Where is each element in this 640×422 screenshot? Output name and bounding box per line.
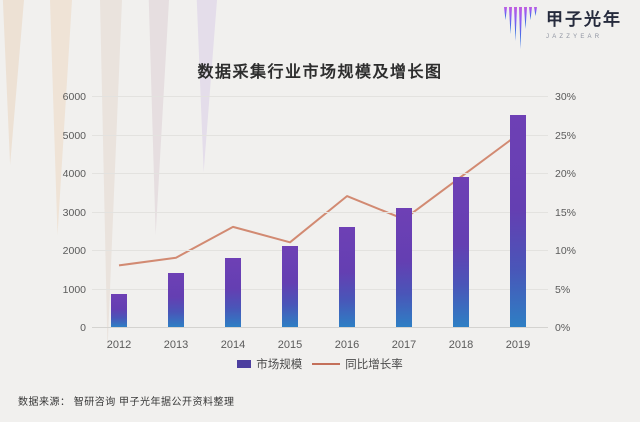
market-size-bar-2012 xyxy=(111,294,127,327)
right-axis-tick: 5% xyxy=(555,283,571,296)
logo-needle xyxy=(519,7,522,49)
gridline xyxy=(92,288,548,290)
right-axis-tick: 25% xyxy=(555,129,577,142)
right-axis-tick: 30% xyxy=(555,91,577,103)
icicle-shape xyxy=(50,0,72,235)
x-axis-label-2019: 2019 xyxy=(505,339,531,351)
x-axis-label-2017: 2017 xyxy=(391,339,417,351)
logo-needle xyxy=(509,7,512,34)
legend-item-market-size: 市场规模 xyxy=(237,356,302,372)
gridline xyxy=(92,173,548,174)
left-axis-tick: 1000 xyxy=(62,283,86,296)
gridline xyxy=(92,250,548,251)
left-axis-tick: 5000 xyxy=(62,129,86,142)
gridline xyxy=(92,96,548,97)
logo-needle xyxy=(524,7,527,29)
market-size-bar-2016 xyxy=(339,226,355,327)
x-axis-label-2016: 2016 xyxy=(334,339,360,351)
left-axis-tick: 2000 xyxy=(62,245,86,257)
logo-subname: JAZZYEAR xyxy=(546,33,603,40)
x-axis-label-2015: 2015 xyxy=(277,339,303,351)
x-axis-label-2018: 2018 xyxy=(448,339,474,351)
left-axis-tick: 3000 xyxy=(62,206,86,219)
logo-needle xyxy=(534,7,537,16)
gridline xyxy=(92,211,548,213)
market-size-bar-2014 xyxy=(225,257,241,327)
market-size-bar-2019 xyxy=(510,115,526,327)
icicle-shape xyxy=(2,0,24,165)
x-axis-label-2013: 2013 xyxy=(163,339,189,351)
data-source-note: 数据来源： 智研咨询 甲子光年据公开资料整理 xyxy=(18,397,235,408)
logo-text: 甲子光年 JAZZYEAR xyxy=(546,7,622,40)
right-axis-tick: 20% xyxy=(555,168,577,180)
market-size-bar-2017 xyxy=(396,207,412,327)
right-axis-tick: 15% xyxy=(555,206,577,219)
growth-rate-line xyxy=(92,96,548,327)
legend-line-label: 同比增长率 xyxy=(345,359,403,371)
x-axis-label-2012: 2012 xyxy=(106,339,132,351)
logo-needle xyxy=(529,7,532,20)
left-axis-tick: 6000 xyxy=(62,91,86,103)
plot-area xyxy=(92,96,548,328)
legend-bar-label: 市场规模 xyxy=(256,359,303,371)
right-axis-tick: 0% xyxy=(555,322,571,334)
logo-needle xyxy=(504,7,507,20)
left-axis-tick: 0 xyxy=(80,322,86,334)
left-axis-tick: 4000 xyxy=(62,168,86,180)
chart-title: 数据采集行业市场规模及增长图 xyxy=(197,64,443,81)
x-axis-label-2014: 2014 xyxy=(220,339,246,351)
line-swatch-icon xyxy=(312,363,341,365)
bar-swatch-icon xyxy=(237,360,252,368)
market-size-bar-2018 xyxy=(453,176,469,327)
gridline xyxy=(92,134,548,136)
logo-needle xyxy=(514,7,517,41)
logo-needles-icon xyxy=(504,7,537,49)
right-axis-tick: 10% xyxy=(555,245,577,257)
market-size-bar-2015 xyxy=(282,246,298,327)
logo-name: 甲子光年 xyxy=(546,10,622,29)
legend: 市场规模 同比增长率 xyxy=(92,356,548,372)
market-size-bar-2013 xyxy=(168,273,184,327)
legend-item-growth-rate: 同比增长率 xyxy=(312,356,403,372)
gridline xyxy=(92,327,548,328)
jazzyear-logo: 甲子光年 JAZZYEAR xyxy=(504,7,622,49)
